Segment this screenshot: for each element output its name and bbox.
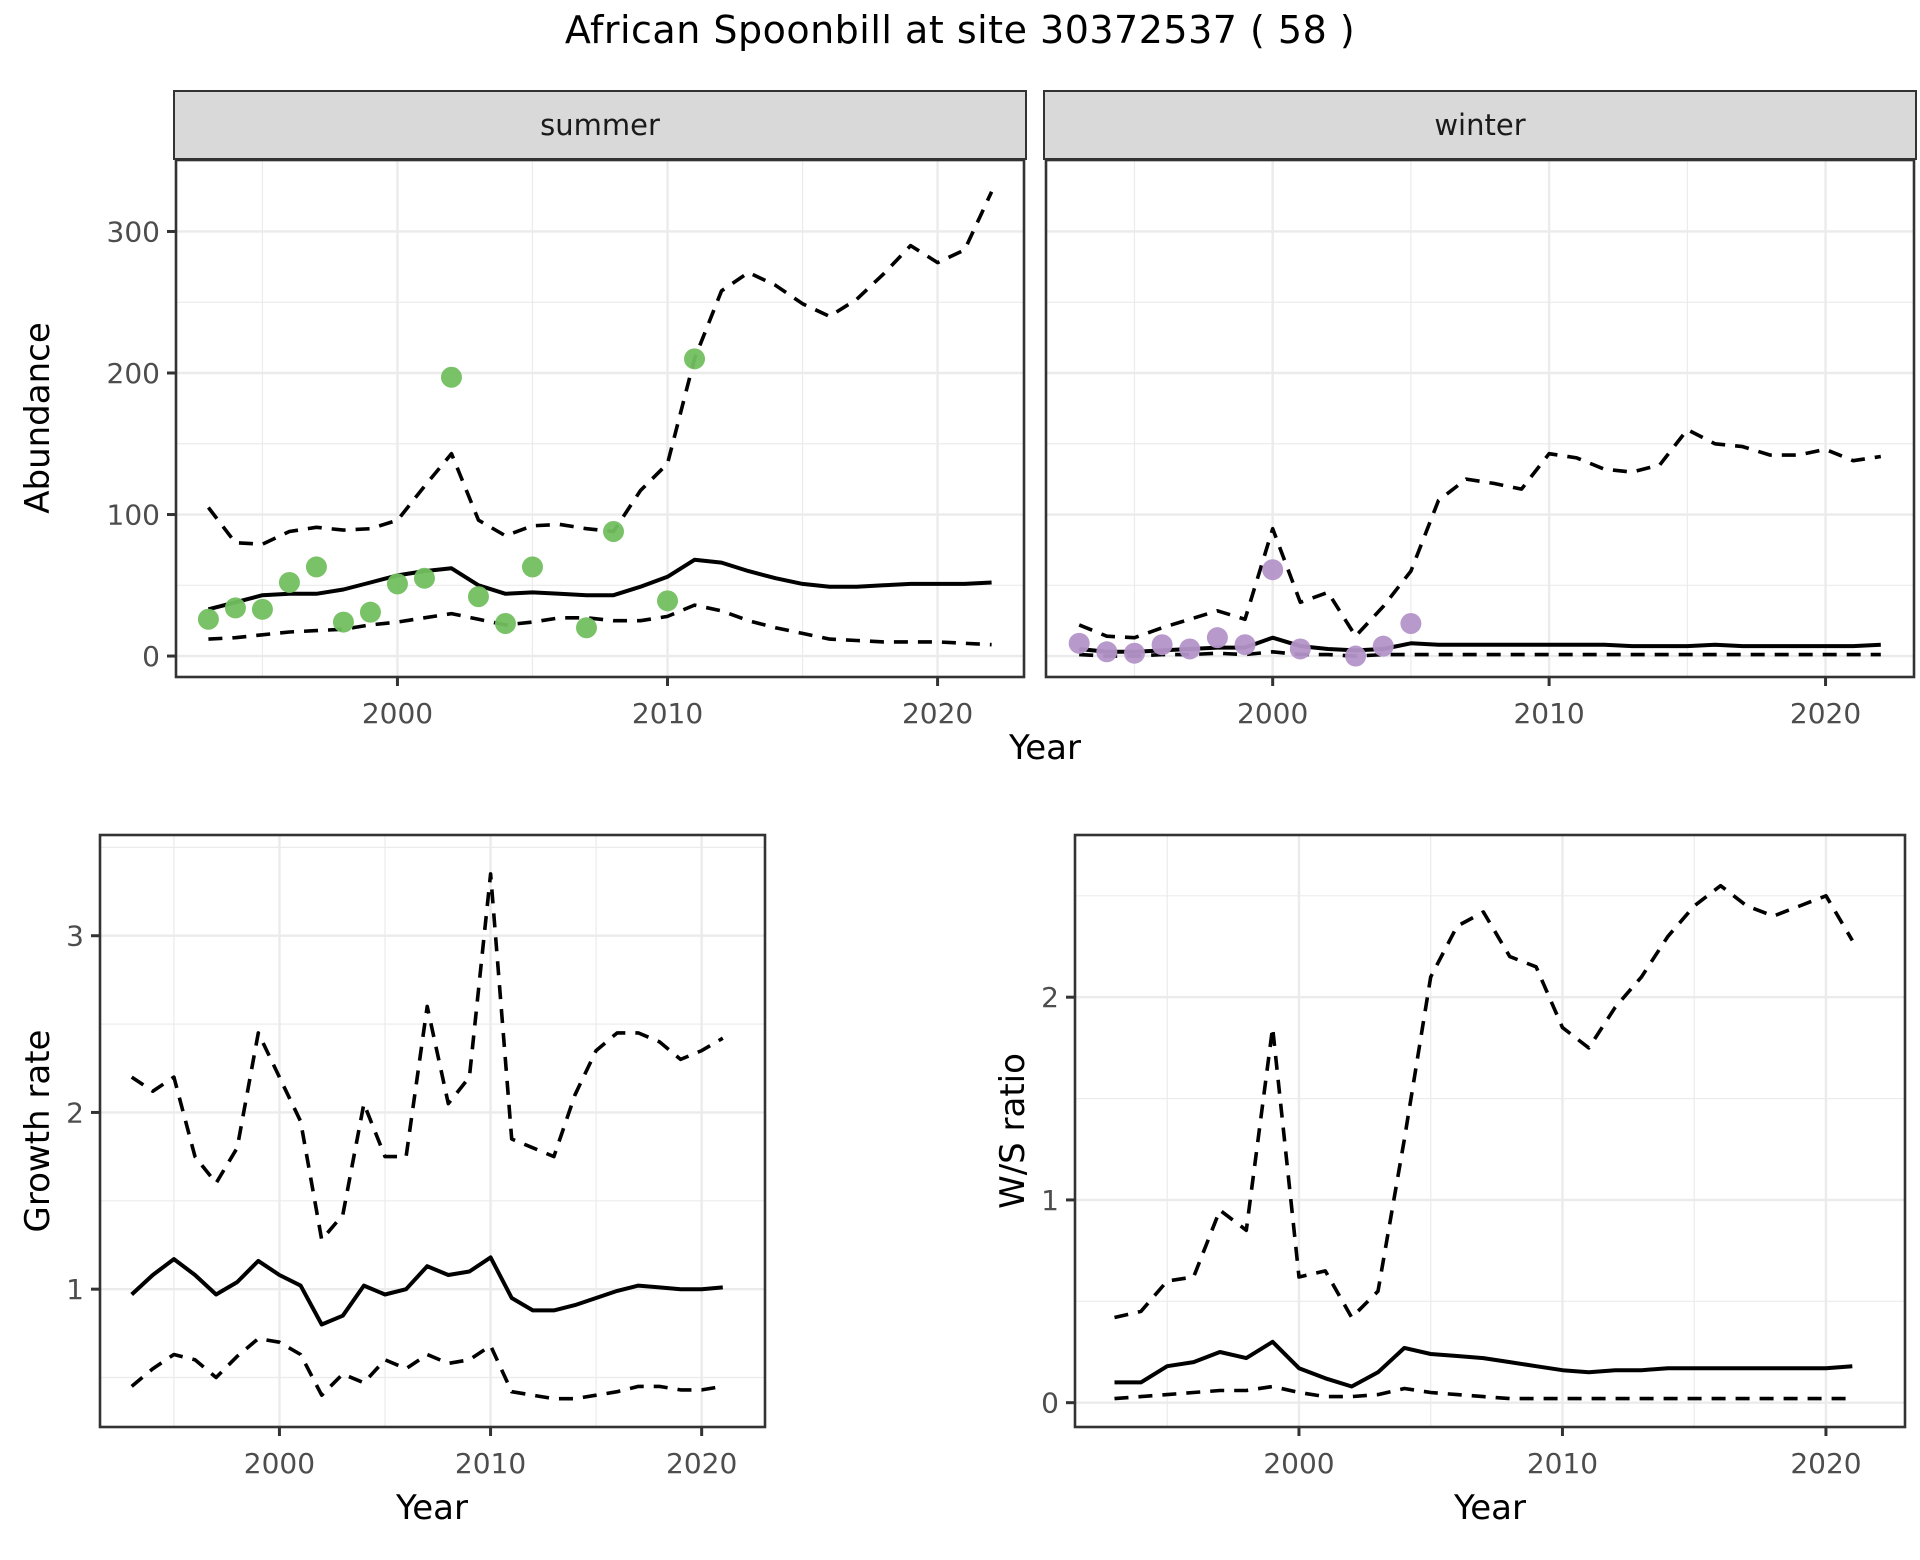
winter-observations-point bbox=[1234, 634, 1256, 656]
series-abundance-summer-median bbox=[207, 557, 992, 612]
y-tick-label: 300 bbox=[107, 215, 160, 248]
facet-strip-label: winter bbox=[1434, 108, 1526, 142]
summer-observations-point bbox=[305, 556, 327, 578]
summer-observations-point bbox=[386, 573, 408, 595]
x-tick-label: 2010 bbox=[632, 697, 703, 730]
series-abundance-winter-upper-credible bbox=[1078, 427, 1882, 640]
series-abundance-summer-lower-credible bbox=[208, 603, 992, 647]
figure-title: African Spoonbill at site 30372537 ( 58 … bbox=[564, 8, 1356, 52]
facet-strip-label: summer bbox=[540, 108, 660, 142]
series-abundance-winter-lower-credible bbox=[1079, 649, 1881, 658]
facet-strip-winter: winter bbox=[1043, 90, 1917, 160]
series-ws-ratio-median bbox=[1114, 1339, 1853, 1389]
x-tick-label: 2010 bbox=[1527, 1447, 1598, 1480]
y-tick-label: 200 bbox=[107, 357, 160, 390]
winter-observations-point bbox=[1068, 632, 1090, 654]
panel-border-growth-rate bbox=[98, 833, 767, 1429]
winter-observations-point bbox=[1262, 559, 1284, 581]
winter-observations-point bbox=[1151, 634, 1173, 656]
x-tick-label: 2020 bbox=[1790, 697, 1861, 730]
summer-observations-point bbox=[575, 617, 597, 639]
x-tick-label: 2000 bbox=[244, 1447, 315, 1480]
summer-observations-point bbox=[224, 597, 246, 619]
winter-observations-point bbox=[1372, 635, 1394, 657]
x-tick-label: 2010 bbox=[455, 1447, 526, 1480]
panel-border-ws-ratio bbox=[1073, 833, 1907, 1429]
summer-observations-point bbox=[359, 601, 381, 623]
summer-observations-point bbox=[684, 348, 706, 370]
summer-observations-point bbox=[413, 567, 435, 589]
facet-strip-summer: summer bbox=[173, 90, 1027, 160]
y-tick-label: 1 bbox=[66, 1273, 84, 1306]
winter-observations-point bbox=[1123, 642, 1145, 664]
winter-observations-point bbox=[1345, 645, 1367, 667]
summer-observations-point bbox=[467, 586, 489, 608]
panel-border-abundance-winter bbox=[1044, 158, 1916, 679]
winter-observations-point bbox=[1096, 641, 1118, 663]
y-tick-label: 1 bbox=[1041, 1184, 1059, 1217]
y-tick-label: 3 bbox=[66, 920, 84, 953]
x-tick-label: 2000 bbox=[362, 697, 433, 730]
y-tick-label: 2 bbox=[1041, 981, 1059, 1014]
series-abundance-summer-upper-credible bbox=[206, 191, 994, 547]
summer-observations-point bbox=[494, 613, 516, 635]
x-tick-label: 2000 bbox=[1237, 697, 1308, 730]
summer-observations-point bbox=[332, 611, 354, 633]
x-axis-title-top: Year bbox=[1009, 728, 1081, 768]
x-axis-title-ws: Year bbox=[1454, 1488, 1526, 1528]
winter-observations-point bbox=[1179, 638, 1201, 660]
x-tick-label: 2010 bbox=[1513, 697, 1584, 730]
summer-observations-point bbox=[440, 366, 462, 388]
x-tick-label: 2000 bbox=[1263, 1447, 1334, 1480]
panel-border-abundance-summer bbox=[174, 158, 1026, 679]
summer-observations-point bbox=[197, 608, 219, 630]
y-tick-label: 0 bbox=[1041, 1387, 1059, 1420]
series-ws-ratio-upper-credible bbox=[1114, 883, 1854, 1320]
x-tick-label: 2020 bbox=[1790, 1447, 1861, 1480]
summer-observations-point bbox=[521, 556, 543, 578]
series-growth-rate-lower-credible bbox=[130, 1336, 724, 1401]
y-tick-label: 2 bbox=[66, 1096, 84, 1129]
winter-observations-point bbox=[1206, 627, 1228, 649]
summer-observations-point bbox=[278, 571, 300, 593]
y-tick-label: 0 bbox=[142, 640, 160, 673]
series-ws-ratio-lower-credible bbox=[1114, 1384, 1853, 1401]
summer-observations-point bbox=[603, 521, 625, 543]
x-tick-label: 2020 bbox=[902, 697, 973, 730]
y-tick-label: 100 bbox=[107, 499, 160, 532]
x-axis-title-growth: Year bbox=[396, 1488, 468, 1528]
summer-observations-point bbox=[251, 598, 273, 620]
summer-observations-point bbox=[657, 590, 679, 612]
winter-observations-point bbox=[1400, 613, 1422, 635]
series-growth-rate-upper-credible bbox=[130, 872, 724, 1242]
series-growth-rate-median bbox=[130, 1255, 723, 1327]
series-abundance-winter-median bbox=[1078, 635, 1881, 654]
winter-observations-point bbox=[1289, 638, 1311, 660]
x-tick-label: 2020 bbox=[666, 1447, 737, 1480]
